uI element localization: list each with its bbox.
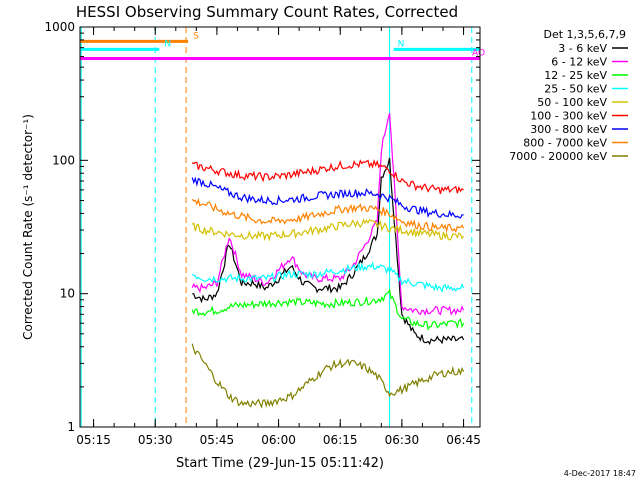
legend-title: Det 1,3,5,6,7,9: [543, 28, 626, 41]
plot-frame: [79, 26, 481, 428]
series-line: [191, 288, 465, 331]
flag-bar-label: N: [398, 39, 405, 49]
legend-label: 100 - 300 keV: [530, 110, 607, 123]
x-axis-label: Start Time (29-Jun-15 05:11:42): [176, 456, 384, 471]
x-tick-label: 06:30: [385, 433, 420, 447]
x-tick-label: 06:15: [323, 433, 358, 447]
y-tick-label: 1: [67, 420, 75, 434]
y-tick-label: 1000: [44, 20, 75, 34]
series-lines: [191, 113, 465, 409]
legend-label: 300 - 800 keV: [530, 123, 607, 136]
legend-label: 3 - 6 keV: [558, 42, 607, 55]
series-line: [191, 218, 465, 242]
x-tick-label: 06:00: [261, 433, 296, 447]
legend-label: 800 - 7000 keV: [523, 137, 607, 150]
series-line: [191, 158, 464, 194]
chart-title: HESSI Observing Summary Count Rates, Cor…: [76, 3, 458, 21]
series-line: [192, 157, 465, 346]
timestamp: 4-Dec-2017 18:47: [564, 469, 636, 478]
flag-bar-label: S: [193, 31, 199, 41]
legend-label: 6 - 12 keV: [551, 56, 607, 69]
flag-bar-label: AO: [472, 49, 485, 59]
legend-label: 12 - 25 keV: [544, 69, 607, 82]
vertical-markers: [80, 27, 473, 427]
y-tick-label: 10: [60, 287, 75, 301]
y-axis-label: Corrected Count Rate (s⁻¹ detector⁻¹): [21, 114, 35, 340]
x-tick-label: 06:45: [446, 433, 481, 447]
x-tick-label: 05:15: [76, 433, 111, 447]
legend-label: 7000 - 20000 keV: [509, 150, 607, 163]
flag-bar-label: N: [164, 39, 171, 49]
x-tick-label: 05:30: [138, 433, 173, 447]
series-line: [191, 197, 465, 234]
series-line: [191, 113, 465, 317]
series-line: [191, 176, 464, 219]
series-line: [191, 261, 465, 294]
flag-bars: S N N AO: [80, 31, 485, 61]
series-line: [191, 343, 465, 409]
y-tick-label: 100: [52, 153, 75, 167]
legend-label: 50 - 100 keV: [537, 96, 607, 109]
axes: 05:15 05:30 05:45 06:00 06:15 06:30 06:45 1 10 10…: [44, 20, 480, 447]
x-tick-label: 05:45: [200, 433, 235, 447]
legend-label: 25 - 50 keV: [544, 83, 607, 96]
